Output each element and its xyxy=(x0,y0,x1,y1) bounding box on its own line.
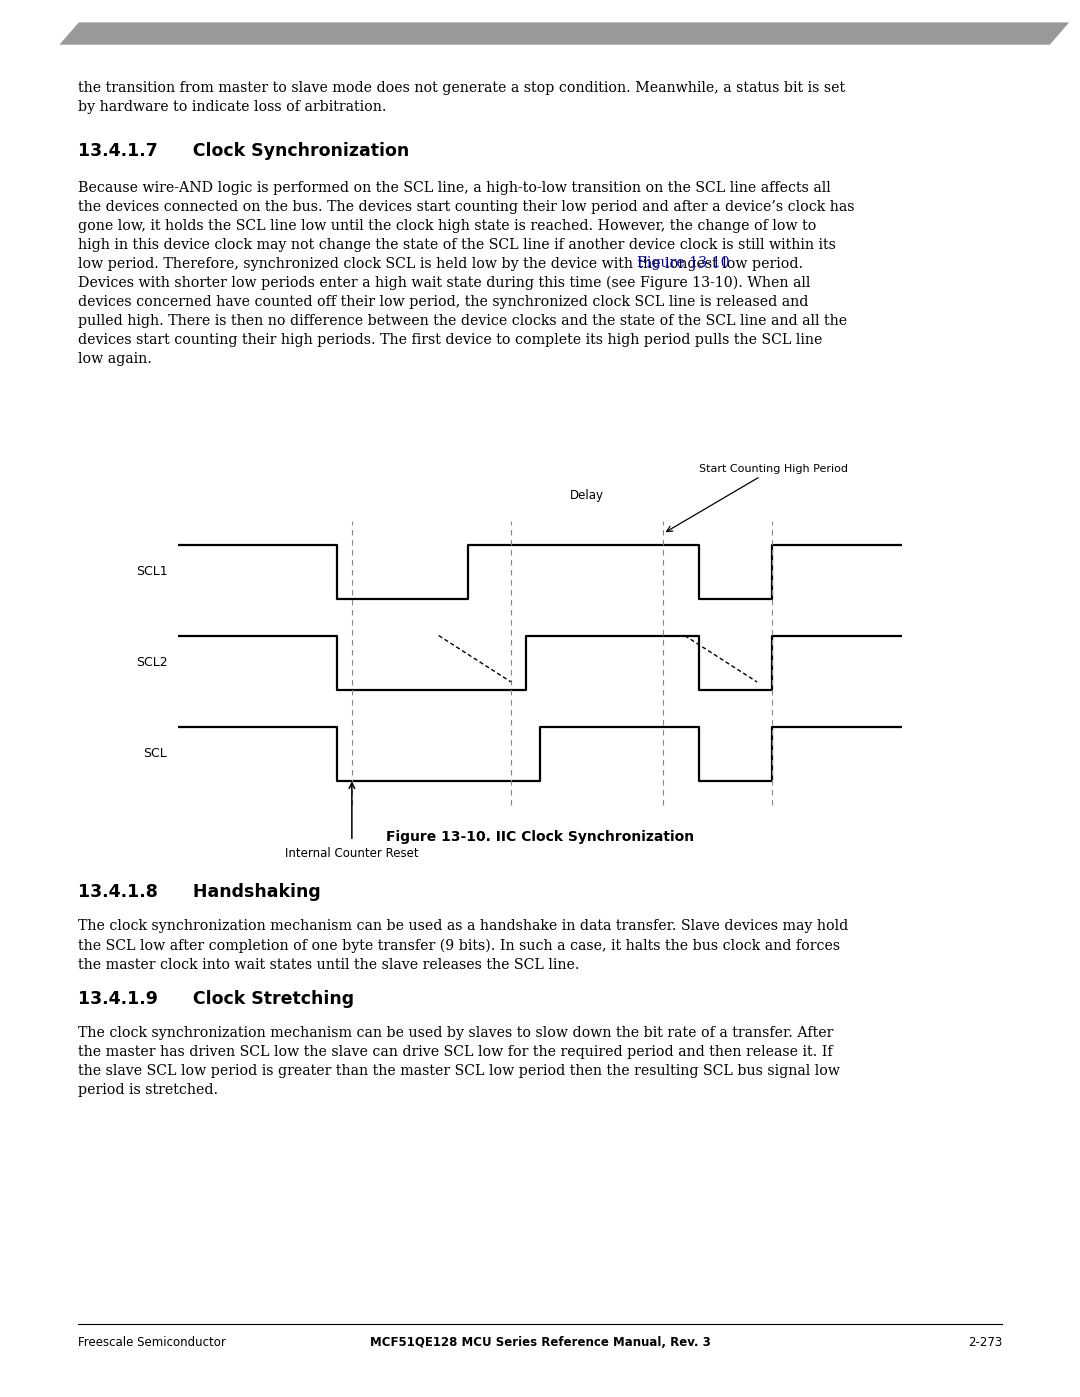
Text: Figure 13-10. IIC Clock Synchronization: Figure 13-10. IIC Clock Synchronization xyxy=(386,830,694,844)
Text: Delay: Delay xyxy=(570,489,604,503)
Text: MCF51QE128 MCU Series Reference Manual, Rev. 3: MCF51QE128 MCU Series Reference Manual, … xyxy=(369,1336,711,1348)
Text: 13.4.1.7    Clock Synchronization: 13.4.1.7 Clock Synchronization xyxy=(78,142,409,159)
Text: The clock synchronization mechanism can be used by slaves to slow down the bit r: The clock synchronization mechanism can … xyxy=(78,1025,840,1097)
Text: 13.4.1.9    Clock Stretching: 13.4.1.9 Clock Stretching xyxy=(78,989,354,1007)
Text: SCL1: SCL1 xyxy=(136,566,167,578)
Text: The clock synchronization mechanism can be used as a handshake in data transfer.: The clock synchronization mechanism can … xyxy=(78,919,848,972)
Polygon shape xyxy=(59,22,1069,45)
Text: Because wire-AND logic is performed on the SCL line, a high-to-low transition on: Because wire-AND logic is performed on t… xyxy=(78,182,854,366)
Text: 2-273: 2-273 xyxy=(968,1336,1002,1348)
Text: SCL: SCL xyxy=(144,747,167,760)
Text: Start Counting High Period: Start Counting High Period xyxy=(666,464,848,531)
Text: SCL2: SCL2 xyxy=(136,657,167,669)
Text: Freescale Semiconductor: Freescale Semiconductor xyxy=(78,1336,226,1348)
Text: 13.4.1.8    Handshaking: 13.4.1.8 Handshaking xyxy=(78,883,321,901)
Text: Internal Counter Reset: Internal Counter Reset xyxy=(285,847,419,859)
Text: Figure 13-10: Figure 13-10 xyxy=(637,257,730,271)
Text: the transition from master to slave mode does not generate a stop condition. Mea: the transition from master to slave mode… xyxy=(78,81,845,115)
